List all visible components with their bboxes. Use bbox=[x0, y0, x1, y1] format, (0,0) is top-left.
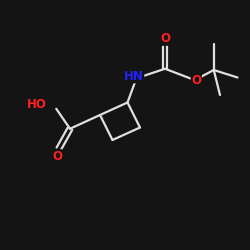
Text: O: O bbox=[191, 74, 201, 86]
Text: HO: HO bbox=[26, 98, 46, 112]
Text: O: O bbox=[160, 32, 170, 45]
Text: HN: HN bbox=[124, 70, 144, 83]
Text: O: O bbox=[52, 150, 62, 163]
